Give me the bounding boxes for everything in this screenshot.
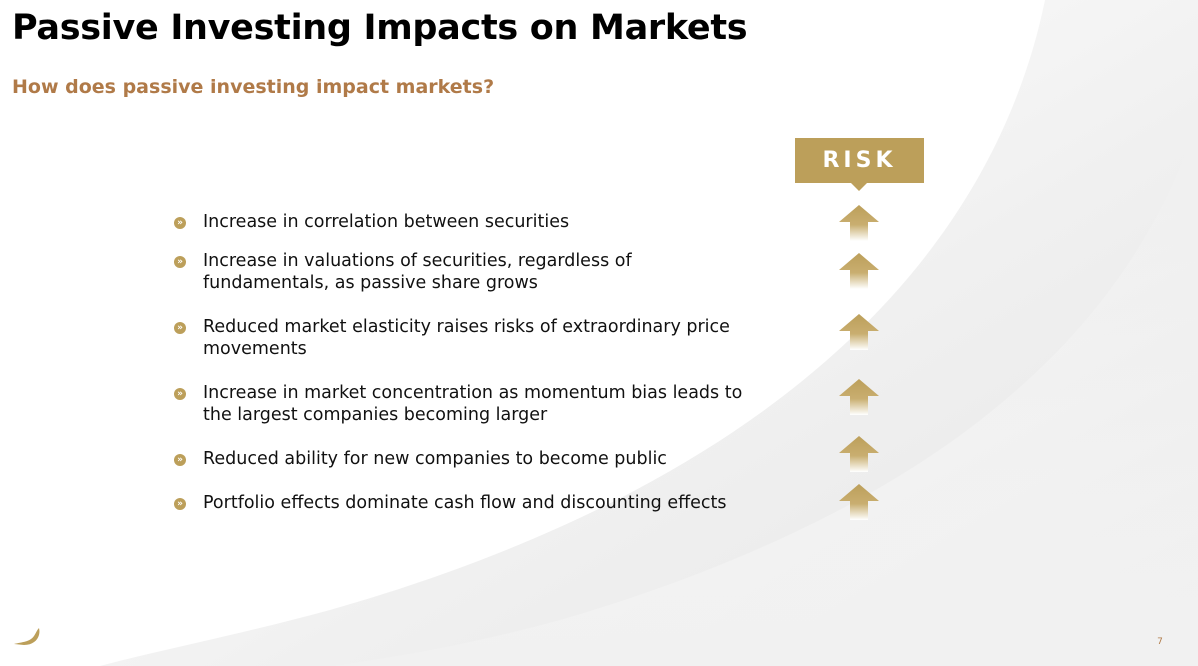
- arrow-up-icon: [839, 314, 879, 350]
- list-item-text: Increase in correlation between securiti…: [203, 212, 570, 232]
- arrow-up-icon: [839, 379, 879, 415]
- bullet-chevron-icon: »: [174, 454, 186, 466]
- page-subtitle: How does passive investing impact market…: [12, 76, 495, 98]
- arrow-up-icon: [839, 484, 879, 520]
- bullet-chevron-icon: »: [174, 498, 186, 510]
- page-title: Passive Investing Impacts on Markets: [12, 8, 748, 48]
- list-item-text: Increase in valuations of securities, re…: [203, 251, 632, 293]
- page-number: 7: [1157, 637, 1163, 647]
- bullet-chevron-icon: »: [174, 388, 186, 400]
- list-item-text: Reduced ability for new companies to bec…: [203, 449, 667, 469]
- list-item-text: Increase in market concentration as mome…: [203, 383, 743, 425]
- arrow-up-icon: [839, 205, 879, 241]
- risk-label: RISK: [822, 148, 897, 173]
- list-item-text: Reduced market elasticity raises risks o…: [203, 317, 730, 359]
- bullet-chevron-icon: »: [174, 217, 186, 229]
- risk-badge: RISK: [795, 138, 924, 191]
- arrow-up-icon: [839, 253, 879, 289]
- arrow-up-icon: [839, 436, 879, 472]
- bullet-chevron-icon: »: [174, 322, 186, 334]
- list-item-text: Portfolio effects dominate cash flow and…: [203, 493, 727, 513]
- brand-logo-icon: [14, 628, 40, 645]
- bullet-chevron-icon: »: [174, 256, 186, 268]
